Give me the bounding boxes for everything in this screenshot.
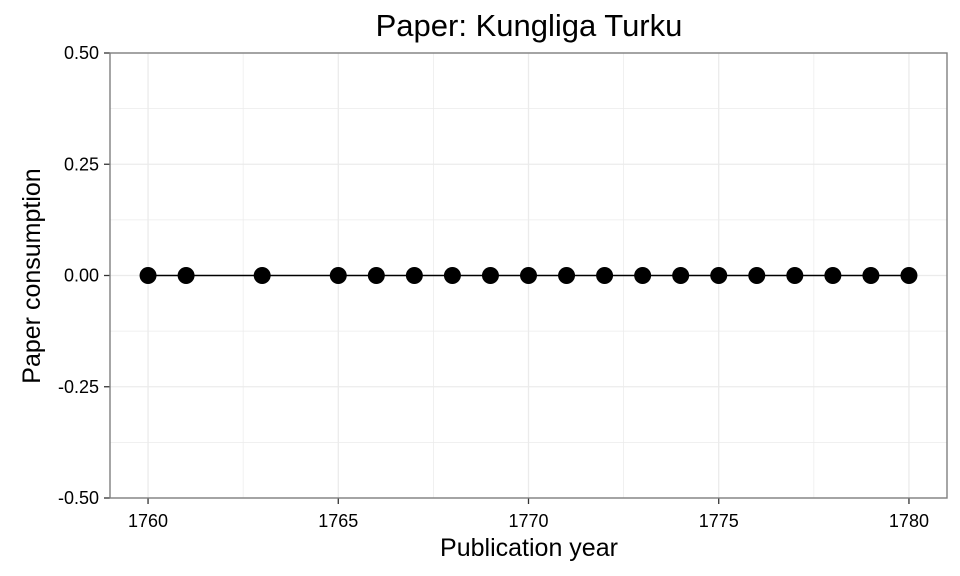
data-point	[253, 267, 271, 284]
x-tick-label: 1765	[318, 511, 358, 531]
data-point	[862, 267, 880, 284]
data-point	[405, 267, 423, 284]
chart-title: Paper: Kungliga Turku	[376, 8, 683, 43]
data-point	[710, 267, 728, 284]
x-tick-label: 1770	[508, 511, 548, 531]
data-point	[558, 267, 576, 284]
y-tick-label: 0.25	[64, 154, 99, 174]
x-axis-title: Publication year	[440, 534, 618, 562]
y-tick-label: 0.00	[64, 266, 99, 286]
data-point	[596, 267, 614, 284]
y-tick-label: 0.50	[64, 43, 99, 63]
data-point	[786, 267, 804, 284]
x-tick-label: 1760	[128, 511, 168, 531]
x-tick-label: 1780	[889, 511, 929, 531]
y-tick-label: -0.25	[58, 377, 99, 397]
data-point	[672, 267, 690, 284]
data-point	[177, 267, 195, 284]
panel-border	[109, 52, 948, 499]
data-point	[329, 267, 347, 284]
y-axis-title: Paper consumption	[18, 168, 46, 383]
data-point	[900, 267, 918, 284]
data-point	[443, 267, 461, 284]
y-tick-label: -0.50	[58, 488, 99, 508]
data-point	[139, 267, 157, 284]
data-point	[748, 267, 766, 284]
data-point	[824, 267, 842, 284]
x-tick-label: 1775	[699, 511, 739, 531]
data-point	[634, 267, 652, 284]
data-point	[520, 267, 537, 284]
series	[139, 267, 918, 284]
data-point	[367, 267, 385, 284]
axes: 1760 1765 1770 1775 1780 -0.50 -0.25 0.00 0.25 0.…	[58, 43, 929, 531]
data-point	[481, 267, 499, 284]
